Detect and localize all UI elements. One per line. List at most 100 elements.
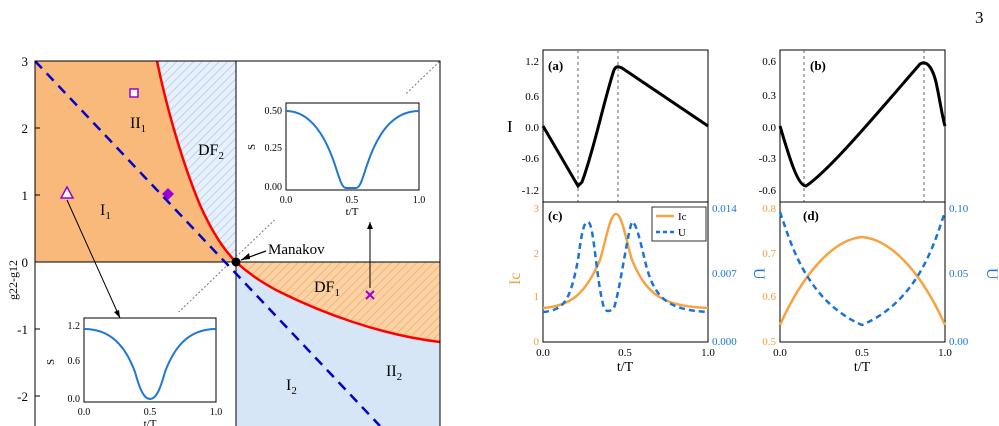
d-yl-0: 0.8 (762, 203, 776, 215)
c-yr-2: 0.000 (712, 336, 737, 348)
phase-ytick-0: 3 (22, 54, 29, 69)
d-yl-1: 0.7 (762, 248, 776, 260)
d-yl-2: 0.6 (762, 291, 776, 303)
phase-ytick-5: -2 (17, 389, 28, 404)
a-ytick-4: -1.2 (522, 185, 539, 197)
panel-c-legend: Ic U (651, 206, 707, 242)
page-number: 3 (975, 8, 984, 27)
c-legend-0: Ic (678, 211, 687, 223)
region-df1 (236, 262, 440, 342)
d-yr-1: 0.05 (949, 268, 969, 280)
panel-c-ic-curve (542, 212, 709, 310)
marker-diamond (162, 188, 174, 200)
region-orange-upper (35, 61, 236, 262)
inset-bottom-ytick-2: 0.0 (68, 394, 81, 405)
marker-cross (365, 290, 375, 300)
d-yl-3: 0.5 (762, 336, 776, 348)
region-labels: II1 DF2 I1 DF1 I2 II2 (100, 115, 402, 397)
phase-ytick-3: 0 (22, 255, 29, 270)
a-ylabel: I (507, 117, 513, 136)
inset-bottom-xtick-2: 1.0 (210, 407, 223, 418)
d-xt-2: 1.0 (938, 347, 952, 359)
c-yr-0: 0.014 (712, 203, 737, 215)
c-label: (c) (548, 208, 562, 223)
c-yl-3: 0 (534, 336, 540, 348)
inset-bottom-ytick-0: 1.2 (68, 321, 81, 332)
inset-top-xtick-2: 1.0 (413, 195, 426, 206)
b-ytick-1: 0.3 (762, 90, 776, 102)
inset-top-ytick-1: 0.25 (265, 143, 283, 154)
panel-b: 0.6 0.3 0.0 -0.3 -0.6 (b) (759, 49, 947, 203)
b-ytick-3: -0.3 (759, 153, 777, 165)
b-ytick-2: 0.0 (762, 122, 776, 134)
region-df2 (157, 61, 236, 262)
inset-top-ytick-2: 0.00 (265, 182, 283, 193)
label-I1: I1 (100, 202, 111, 222)
c-yl-0: 3 (534, 203, 540, 215)
c-yl-1: 2 (534, 248, 540, 260)
c-xlabel: t/T (617, 360, 634, 375)
b-ytick-0: 0.6 (762, 56, 776, 68)
panel-d-u-curve (778, 211, 947, 327)
inset-bottom-ylabel: S (45, 359, 57, 365)
c-xt-0: 0.0 (536, 347, 550, 359)
c-ylabel-right: U (750, 268, 767, 280)
label-II1: II1 (130, 115, 146, 135)
phase-ylabel: g22-g12 (6, 260, 20, 300)
d-xt-0: 0.0 (773, 347, 787, 359)
inset-top: 0.50 0.25 0.00 0.0 0.5 1.0 t/T S (243, 95, 436, 220)
marker-square (129, 88, 139, 98)
label-II2: II2 (386, 363, 402, 383)
a-ytick-3: -0.6 (522, 153, 540, 165)
panel-d-orange-curve (778, 235, 947, 326)
inset-top-xlabel: t/T (346, 206, 359, 218)
b-label: (b) (810, 58, 826, 73)
phase-ytick-2: 1 (22, 188, 29, 203)
c-yr-1: 0.007 (712, 268, 737, 280)
inset-bottom: 1.2 0.6 0.0 0.0 0.5 1.0 t/T S (40, 312, 222, 426)
c-xt-1: 0.5 (618, 347, 632, 359)
inset-top-ytick-0: 0.50 (265, 106, 283, 117)
c-yl-2: 1 (534, 291, 540, 303)
a-label: (a) (548, 58, 563, 73)
d-yr-0: 0.10 (949, 203, 969, 215)
d-xt-1: 0.5 (855, 347, 869, 359)
panel-b-curve (778, 61, 947, 188)
marker-triangle (59, 185, 75, 199)
phase-diagram (35, 61, 440, 426)
inset-bottom-ytick-1: 0.6 (68, 356, 81, 367)
panel-c-u-curve (542, 220, 709, 314)
inset-bottom-curve (83, 328, 217, 401)
manakov-label: Manakov (268, 242, 325, 258)
panel-d: 0.8 0.7 0.6 0.5 0.10 0.05 0.00 0.0 0.5 1… (762, 201, 999, 375)
a-ytick-0: 1.2 (525, 56, 539, 68)
d-yr-2: 0.00 (949, 336, 969, 348)
c-xt-2: 1.0 (701, 347, 715, 359)
inset-top-xtick-0: 0.0 (280, 195, 293, 206)
panel-c: Ic U 3 2 1 0 0.014 0.007 0.000 0.0 0.5 1… (507, 201, 767, 375)
inset-bottom-xtick-1: 0.5 (144, 407, 157, 418)
region-blue-lower (236, 262, 440, 426)
label-DF2: DF2 (198, 142, 224, 162)
label-DF1: DF1 (314, 279, 340, 299)
manakov-point (231, 257, 241, 267)
phase-ytick-4: -1 (17, 322, 28, 337)
panel-a: 1.2 0.6 0.0 -0.6 -1.2 (a) I (507, 49, 709, 203)
c-ylabel-left: Ic (507, 273, 524, 285)
inset-top-ylabel: S (246, 144, 258, 150)
a-ytick-2: 0.0 (525, 122, 539, 134)
d-xlabel: t/T (854, 360, 871, 375)
label-I2: I2 (286, 377, 297, 397)
phase-y-axis: 3 2 1 0 -1 -2 g22-g12 (6, 54, 40, 404)
a-ytick-1: 0.6 (525, 91, 539, 103)
inset-top-xtick-1: 0.5 (346, 195, 359, 206)
d-ylabel-right: U (983, 268, 999, 280)
phase-diagram-frame (34, 60, 441, 426)
panel-a-curve (541, 65, 709, 189)
inset-bottom-xlabel: t/T (144, 418, 157, 426)
b-ytick-4: -0.6 (759, 185, 777, 197)
d-label: (d) (803, 208, 819, 223)
c-legend-1: U (678, 227, 686, 239)
phase-ytick-1: 2 (22, 121, 29, 136)
